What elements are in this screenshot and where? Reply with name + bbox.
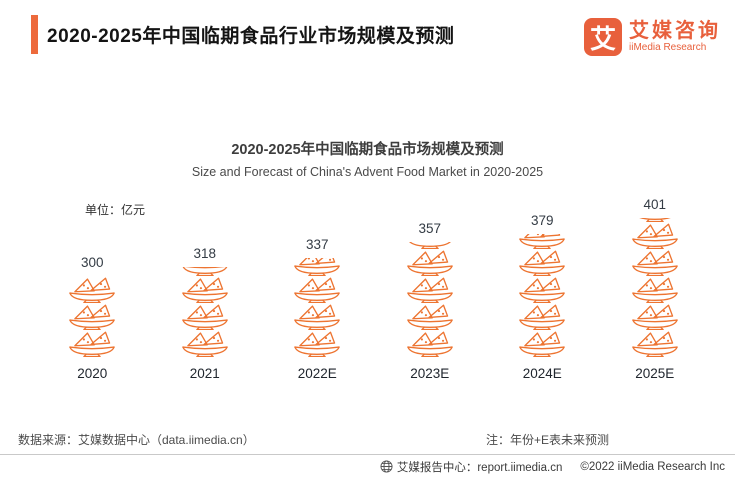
food-plate-icon — [294, 331, 340, 357]
pictogram-chart: 单位：亿元 300 2020 318 2021 337 2022E 357 2023E 379 2… — [36, 179, 711, 381]
food-plate-icon — [69, 277, 115, 303]
chart-subtitle: Size and Forecast of China's Advent Food… — [191, 165, 544, 179]
iimedia-logo: 艾 艾媒咨询 iiMedia Research — [584, 18, 721, 56]
food-plate-icon — [407, 250, 453, 276]
food-plate-icon — [407, 277, 453, 303]
page-title: 2020-2025年中国临期食品行业市场规模及预测 — [47, 26, 455, 47]
footnotes: 数据来源：艾媒数据中心（data.iimedia.cn） 注：年份+E表未来预测 — [18, 431, 735, 447]
pictogram-columns: 300 2020 318 2021 337 2022E 357 2023E 379 2024E 40… — [36, 197, 711, 381]
logo-name-cn: 艾媒咨询 — [629, 20, 721, 42]
chart-column: 357 2023E — [374, 197, 487, 381]
food-plate-icon — [294, 258, 340, 276]
food-plate-icon — [407, 331, 453, 357]
x-axis-label: 2021 — [189, 366, 220, 381]
data-source-note: 数据来源：艾媒数据中心（data.iimedia.cn） — [18, 433, 255, 447]
icon-stack — [401, 242, 459, 357]
forecast-note: 注：年份+E表未来预测 — [485, 433, 609, 447]
food-plate-icon — [182, 277, 228, 303]
food-plate-icon — [182, 304, 228, 330]
unit-label: 单位：亿元 — [85, 203, 146, 217]
food-plate-icon — [294, 277, 340, 303]
accent-bar — [31, 15, 38, 54]
value-label: 357 — [418, 221, 442, 236]
header: 2020-2025年中国临期食品行业市场规模及预测 艾 艾媒咨询 iiMedia… — [0, 0, 735, 70]
value-label: 337 — [305, 237, 329, 252]
x-axis-label: 2020 — [77, 366, 108, 381]
x-axis-label: 2023E — [410, 366, 450, 381]
food-plate-icon — [519, 304, 565, 330]
food-plate-icon — [519, 234, 565, 249]
report-center-link: 艾媒报告中心：report.iimedia.cn — [396, 461, 563, 474]
x-axis-label: 2024E — [522, 366, 562, 381]
food-plate-icon — [519, 331, 565, 357]
logo-name-en: iiMedia Research — [629, 42, 707, 53]
icon-stack — [626, 218, 684, 357]
food-plate-icon — [632, 331, 678, 357]
logo-text: 艾媒咨询 iiMedia Research — [629, 20, 721, 54]
food-plate-icon — [294, 304, 340, 330]
food-plate-icon — [69, 331, 115, 357]
value-label: 318 — [193, 246, 217, 261]
chart-title: 2020-2025年中国临期食品市场规模及预测 — [231, 142, 504, 158]
food-plate-icon — [632, 277, 678, 303]
iimedia-logo-icon: 艾 — [584, 18, 622, 56]
chart-column: 318 2021 — [149, 197, 262, 381]
bottom-bar: 艾媒报告中心：report.iimedia.cn ©2022 iiMedia R… — [0, 454, 735, 478]
copyright-text: ©2022 iiMedia Research Inc — [580, 460, 725, 473]
value-label: 379 — [530, 213, 554, 228]
chart-column: 300 2020 — [36, 197, 149, 381]
header-title-block: 2020-2025年中国临期食品行业市场规模及预测 — [31, 15, 454, 54]
chart-column: 337 2022E — [261, 197, 374, 381]
food-plate-icon — [632, 250, 678, 276]
food-plate-icon — [519, 250, 565, 276]
food-plate-icon — [407, 304, 453, 330]
x-axis-label: 2025E — [635, 366, 675, 381]
icon-stack — [288, 258, 346, 357]
icon-stack — [513, 234, 571, 357]
x-axis-label: 2022E — [297, 366, 337, 381]
icon-stack — [176, 267, 234, 357]
chart-column: 401 2025E — [599, 197, 712, 381]
icon-stack — [63, 276, 121, 357]
globe-icon — [380, 460, 393, 473]
food-plate-icon — [182, 267, 228, 276]
food-plate-icon — [632, 223, 678, 249]
value-label: 401 — [643, 197, 667, 212]
food-plate-icon — [69, 304, 115, 330]
value-label: 300 — [80, 255, 104, 270]
food-plate-icon — [182, 331, 228, 357]
chart-column: 379 2024E — [486, 197, 599, 381]
food-plate-icon — [519, 277, 565, 303]
food-plate-icon — [407, 242, 453, 249]
food-plate-icon — [632, 304, 678, 330]
